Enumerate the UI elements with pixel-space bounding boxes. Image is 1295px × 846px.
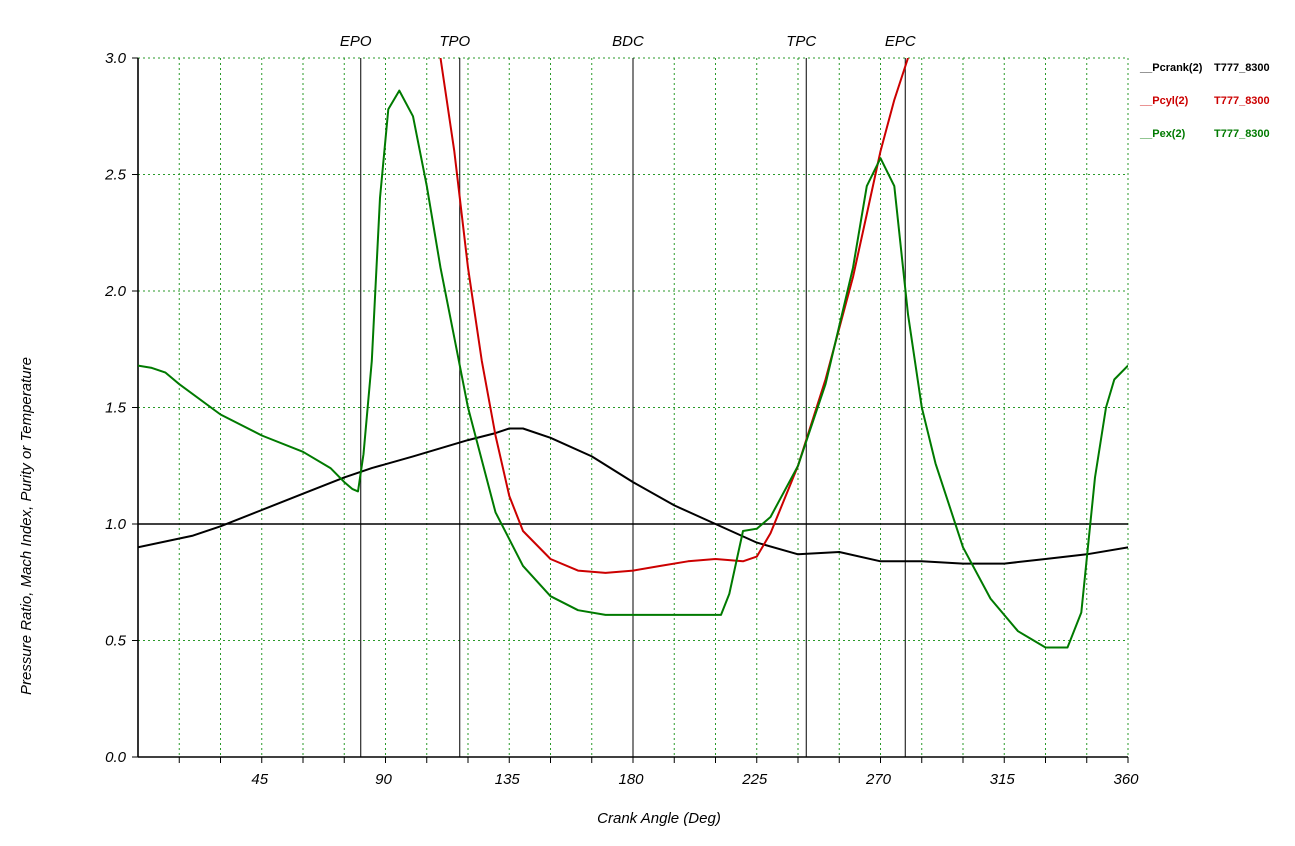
series-line-pcrank-2 <box>138 427 1128 565</box>
legend-entry-case: T777_8300 <box>1214 128 1270 140</box>
event-label: TPO <box>439 33 470 50</box>
event-label: BDC <box>612 33 644 50</box>
y-tick-label: 2.0 <box>104 283 127 300</box>
y-tick-labels: 0.0 0.5 1.0 1.5 2.0 2.5 3.0 <box>104 50 127 766</box>
x-tick-label: 315 <box>990 771 1016 788</box>
x-axis-label: Crank Angle (Deg) <box>597 810 721 827</box>
x-tick-label: 225 <box>741 771 768 788</box>
x-tick-label: 135 <box>495 771 521 788</box>
x-tick-label: 270 <box>865 771 892 788</box>
event-markers: EPO TPO BDC TPC EPC <box>340 33 916 757</box>
y-tick-label: 1.0 <box>105 516 127 533</box>
x-tick-labels: 45 90 135 180 225 270 315 360 <box>251 771 1139 788</box>
x-tick-label: 45 <box>251 771 268 788</box>
legend-entry-name: __Pcrank(2) <box>1139 62 1203 74</box>
event-label: EPO <box>340 33 372 50</box>
legend-entry-name: __Pcyl(2) <box>1139 95 1189 107</box>
y-tick-label: 0.0 <box>105 749 127 766</box>
legend-entry-case: T777_8300 <box>1214 62 1270 74</box>
y-tick-label: 0.5 <box>105 633 127 650</box>
x-tick-label: 180 <box>618 771 644 788</box>
series-line-pex-2 <box>138 89 1128 649</box>
y-tick-label: 1.5 <box>105 400 127 417</box>
x-tick-label: 90 <box>375 771 392 788</box>
y-tick-label: 3.0 <box>105 50 127 67</box>
legend-entry-case: T777_8300 <box>1214 95 1270 107</box>
legend-entry-name: __Pex(2) <box>1139 128 1186 140</box>
axes <box>132 57 1129 763</box>
y-axis-label: Pressure Ratio, Mach Index, Purity or Te… <box>18 357 35 695</box>
series-line-pcyl-2 <box>439 58 909 574</box>
event-label: TPC <box>786 33 816 50</box>
legend: __Pcrank(2) T777_8300 __Pcyl(2) T777_8300 __… <box>1139 62 1270 140</box>
y-tick-label: 2.5 <box>104 167 127 184</box>
x-tick-label: 360 <box>1113 771 1139 788</box>
plot-series <box>138 58 1128 649</box>
event-label: EPC <box>885 33 916 50</box>
